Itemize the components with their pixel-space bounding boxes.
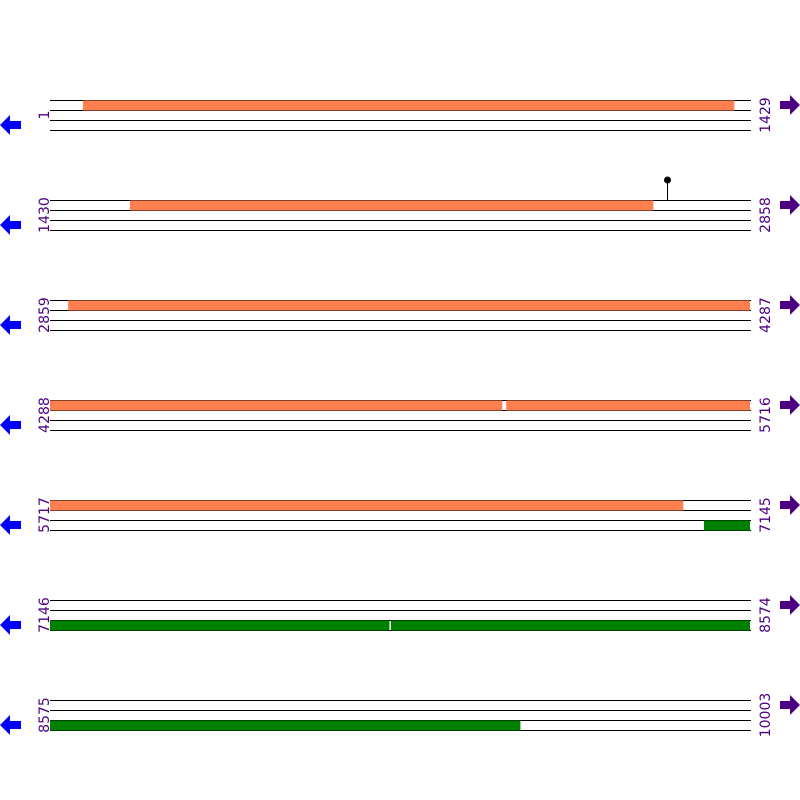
feature-bar-forward xyxy=(82,100,735,111)
feature-bar-reverse xyxy=(390,620,750,631)
row-end-label: 4287 xyxy=(758,297,774,333)
right-arrow-icon xyxy=(780,695,800,715)
row-start-label: 1430 xyxy=(37,197,53,233)
row-end-label: 2858 xyxy=(758,197,774,233)
row-start-label: 4288 xyxy=(37,397,53,433)
row-start-label: 7146 xyxy=(37,597,53,633)
row-end-label: 10003 xyxy=(758,693,774,738)
row-end-label: 5716 xyxy=(758,397,774,433)
row-start-label: 2859 xyxy=(37,297,53,333)
right-arrow-icon xyxy=(780,195,800,215)
feature-bar-forward xyxy=(50,500,684,511)
feature-bar-reverse xyxy=(50,620,390,631)
right-arrow-icon xyxy=(780,95,800,115)
row-start-label: 8575 xyxy=(37,697,53,733)
left-arrow-icon xyxy=(0,215,21,235)
right-arrow-icon xyxy=(780,495,800,515)
row-end-label: 8574 xyxy=(758,597,774,633)
feature-bar-reverse xyxy=(50,720,521,731)
feature-bar-forward xyxy=(506,400,750,411)
left-arrow-icon xyxy=(0,315,21,335)
lollipop-pin-icon xyxy=(664,176,671,184)
left-arrow-icon xyxy=(0,415,21,435)
feature-bar-forward xyxy=(68,300,750,311)
feature-bar-forward xyxy=(50,400,503,411)
left-arrow-icon xyxy=(0,115,21,135)
row-end-label: 7145 xyxy=(758,497,774,533)
right-arrow-icon xyxy=(780,295,800,315)
feature-bar-forward xyxy=(129,200,654,211)
feature-bar-reverse xyxy=(703,520,750,531)
left-arrow-icon xyxy=(0,715,21,735)
row-end-label: 1429 xyxy=(758,97,774,133)
left-arrow-icon xyxy=(0,515,21,535)
right-arrow-icon xyxy=(780,595,800,615)
row-start-label: 1 xyxy=(37,111,53,120)
left-arrow-icon xyxy=(0,615,21,635)
row-start-label: 5717 xyxy=(37,497,53,533)
right-arrow-icon xyxy=(780,395,800,415)
